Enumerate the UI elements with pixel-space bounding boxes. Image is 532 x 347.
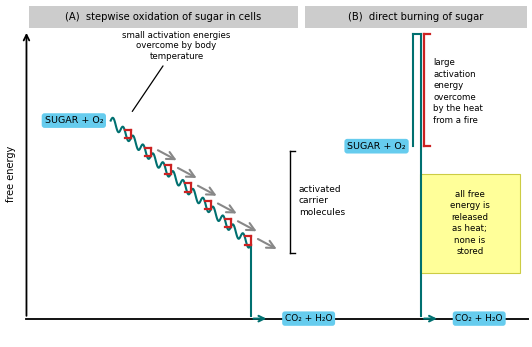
Text: CO₂ + H₂O: CO₂ + H₂O bbox=[455, 314, 503, 323]
FancyBboxPatch shape bbox=[29, 6, 297, 28]
FancyBboxPatch shape bbox=[305, 6, 527, 28]
Text: free energy: free energy bbox=[6, 145, 15, 202]
FancyBboxPatch shape bbox=[420, 174, 520, 272]
Text: (A)  stepwise oxidation of sugar in cells: (A) stepwise oxidation of sugar in cells bbox=[65, 12, 261, 23]
Text: CO₂ + H₂O: CO₂ + H₂O bbox=[285, 314, 332, 323]
Text: (B)  direct burning of sugar: (B) direct burning of sugar bbox=[348, 12, 484, 23]
Text: small activation energies
overcome by body
temperature: small activation energies overcome by bo… bbox=[122, 31, 231, 111]
Text: activated
carrier
molecules: activated carrier molecules bbox=[298, 185, 345, 217]
Text: SUGAR + O₂: SUGAR + O₂ bbox=[45, 116, 103, 125]
Text: large
activation
energy
overcome
by the heat
from a fire: large activation energy overcome by the … bbox=[434, 58, 483, 125]
Text: SUGAR + O₂: SUGAR + O₂ bbox=[347, 142, 406, 151]
Text: all free
energy is
released
as heat;
none is
stored: all free energy is released as heat; non… bbox=[450, 190, 489, 256]
